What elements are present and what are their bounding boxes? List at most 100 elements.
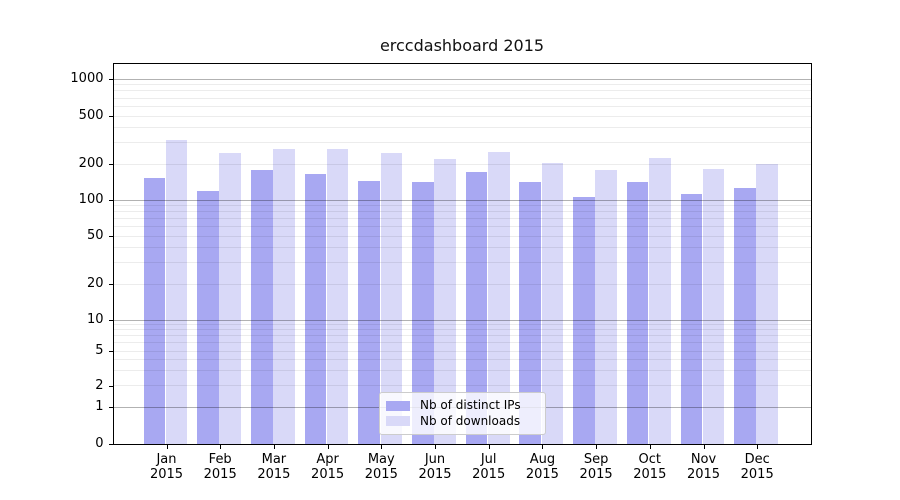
- x-tick-label: Dec 2015: [729, 452, 785, 482]
- x-tick-year: 2015: [633, 467, 667, 482]
- y-tick-label: 10: [86, 312, 104, 327]
- x-tick-month: Jul: [480, 452, 497, 467]
- x-tick-year: 2015: [364, 467, 398, 482]
- gridline-minor: [113, 369, 811, 371]
- x-tick-year: 2015: [418, 467, 452, 482]
- plot-border: [112, 62, 812, 445]
- y-tick-mark: [108, 79, 113, 80]
- x-tick-month: May: [367, 452, 395, 467]
- x-tick-label: Oct 2015: [622, 452, 678, 482]
- x-tick-month: Feb: [208, 452, 232, 467]
- gridline-minor: [113, 262, 811, 264]
- bar-downloads: [165, 140, 188, 445]
- gridline-minor: [113, 105, 811, 107]
- y-tick-mark: [108, 284, 113, 285]
- gridline-minor: [113, 142, 811, 144]
- y-tick-label: 100: [78, 192, 104, 207]
- x-tick-month: Nov: [690, 452, 717, 467]
- bar-distinct-ips: [412, 181, 434, 445]
- gridline-minor: [113, 115, 811, 117]
- x-tick-mark: [757, 444, 759, 449]
- x-tick-year: 2015: [149, 467, 184, 482]
- x-tick-year: 2015: [257, 467, 291, 482]
- y-tick-mark: [108, 351, 113, 352]
- x-tick-mark: [649, 444, 651, 449]
- x-tick-label: May 2015: [353, 452, 409, 482]
- x-tick-label: Jan 2015: [139, 452, 195, 482]
- bar-downloads: [434, 159, 456, 445]
- x-tick-month: Dec: [744, 452, 770, 467]
- x-tick-month: Oct: [638, 452, 662, 467]
- bar-downloads: [595, 170, 617, 445]
- y-tick-mark: [108, 444, 113, 445]
- bar-downloads: [649, 158, 671, 445]
- gridline-minor: [113, 329, 811, 331]
- x-tick-year: 2015: [472, 467, 506, 482]
- legend-swatch: [386, 400, 410, 411]
- legend-label: Nb of distinct IPs: [420, 398, 521, 413]
- x-tick-year: 2015: [311, 467, 345, 482]
- gridline-minor: [113, 350, 811, 352]
- x-tick-month: Jun: [424, 452, 446, 467]
- x-tick-label: Nov 2015: [676, 452, 732, 482]
- y-tick-mark: [108, 320, 113, 321]
- bar-distinct-ips: [250, 170, 273, 445]
- gridline-minor: [113, 247, 811, 249]
- gridline-minor: [113, 324, 811, 326]
- gridline-minor: [113, 218, 811, 220]
- legend-item: Nb of downloads: [386, 414, 539, 429]
- x-tick-label: Sep 2015: [568, 452, 624, 482]
- gridline-minor: [113, 235, 811, 237]
- gridline-minor: [113, 283, 811, 285]
- x-tick-label: Jul 2015: [461, 452, 517, 482]
- gridline-minor: [113, 97, 811, 99]
- y-tick-mark: [108, 236, 113, 237]
- gridline-minor: [113, 211, 811, 213]
- gridline-major: [113, 78, 811, 80]
- y-tick-mark: [108, 116, 113, 117]
- x-tick-mark: [273, 444, 275, 449]
- y-tick-mark: [108, 164, 113, 165]
- bar-distinct-ips: [734, 187, 756, 445]
- x-tick-label: Jun 2015: [407, 452, 463, 482]
- gridline-minor: [113, 90, 811, 92]
- y-tick-label: 5: [95, 343, 104, 358]
- x-tick-label: Mar 2015: [246, 452, 302, 482]
- bar-downloads: [756, 164, 779, 445]
- y-tick-label: 2: [95, 377, 104, 393]
- gridline-minor: [113, 226, 811, 228]
- bar-distinct-ips: [573, 196, 595, 445]
- x-tick-month: Apr: [316, 452, 339, 467]
- gridline-minor: [113, 204, 811, 206]
- gridline-minor: [113, 84, 811, 86]
- gridline-minor: [113, 127, 811, 129]
- bar-distinct-ips: [519, 181, 542, 445]
- legend-label: Nb of downloads: [420, 413, 521, 428]
- gridline-major: [113, 199, 811, 201]
- bar-distinct-ips: [626, 182, 649, 445]
- y-tick-label: 1000: [70, 71, 104, 86]
- bar-distinct-ips: [143, 178, 166, 445]
- x-tick-year: 2015: [525, 467, 559, 482]
- x-tick-mark: [166, 444, 168, 449]
- x-tick-year: 2015: [203, 467, 237, 482]
- x-tick-year: 2015: [686, 467, 721, 482]
- x-tick-mark: [596, 444, 598, 449]
- bar-distinct-ips: [680, 194, 703, 445]
- y-tick-label: 50: [86, 228, 104, 243]
- x-tick-month: Sep: [583, 452, 609, 467]
- gridline-minor: [113, 342, 811, 344]
- gridline-minor: [113, 358, 811, 360]
- legend: Nb of distinct IPs Nb of downloads: [379, 392, 546, 435]
- bar-downloads: [487, 152, 510, 445]
- x-tick-mark: [703, 444, 705, 449]
- x-tick-month: Mar: [261, 452, 287, 467]
- x-tick-year: 2015: [579, 467, 613, 482]
- x-tick-mark: [542, 444, 544, 449]
- y-tick-label: 1: [95, 399, 104, 414]
- bar-distinct-ips: [197, 190, 219, 445]
- bar-downloads: [219, 152, 242, 445]
- bar-downloads: [273, 149, 295, 445]
